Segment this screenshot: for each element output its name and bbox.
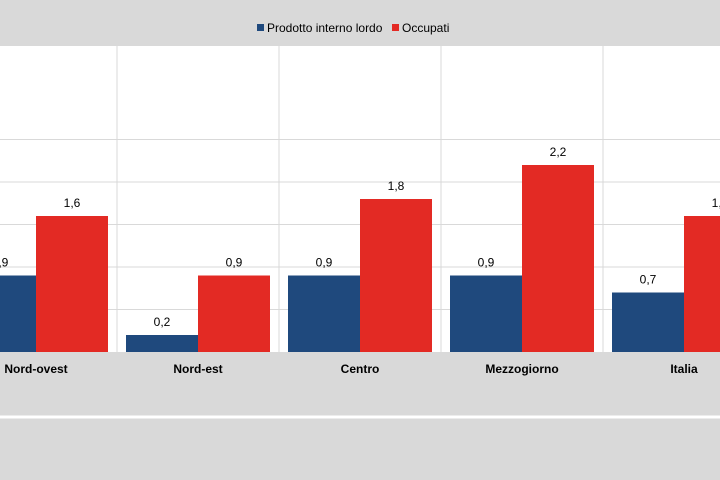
bar-pil-nord-est xyxy=(126,335,198,352)
legend: Prodotto interno lordo Occupati xyxy=(257,21,449,35)
data-label: 0,2 xyxy=(154,315,171,329)
category-label: Centro xyxy=(341,362,380,376)
legend-label: Prodotto interno lordo xyxy=(267,21,383,35)
data-label: 1,8 xyxy=(388,179,405,193)
bar-occupati-nord-ovest xyxy=(36,216,108,352)
bar-occupati-italia xyxy=(684,216,720,352)
data-label: 1,6 xyxy=(64,196,81,210)
data-labels: 0,9 1,6 0,2 0,9 0,9 1,8 0,9 2,2 0,7 1,6 xyxy=(0,145,720,329)
bar-occupati-nord-est xyxy=(198,275,270,352)
data-label: 0,9 xyxy=(226,256,243,270)
legend-swatch xyxy=(392,24,399,31)
category-label: Nord-ovest xyxy=(4,362,67,376)
bar-pil-nord-ovest xyxy=(0,275,36,352)
category-label: Italia xyxy=(670,362,698,376)
bar-pil-mezzogiorno xyxy=(450,275,522,352)
category-labels: Nord-ovest Nord-est Centro Mezzogiorno Itali… xyxy=(4,362,698,376)
bar-occupati-centro xyxy=(360,199,432,352)
category-label: Mezzogiorno xyxy=(485,362,558,376)
data-label: 0,9 xyxy=(316,256,333,270)
category-separators xyxy=(116,46,604,390)
legend-label: Occupati xyxy=(402,21,449,35)
bar-occupati-mezzogiorno xyxy=(522,165,594,352)
bars xyxy=(0,165,720,352)
bar-pil-centro xyxy=(288,275,360,352)
category-label: Nord-est xyxy=(173,362,222,376)
data-label: 1,6 xyxy=(712,196,720,210)
legend-swatch xyxy=(257,24,264,31)
data-label: 0,7 xyxy=(640,273,657,287)
bar-pil-italia xyxy=(612,292,684,352)
data-label: 2,2 xyxy=(550,145,567,159)
data-label: 0,9 xyxy=(0,256,9,270)
data-label: 0,9 xyxy=(478,256,495,270)
